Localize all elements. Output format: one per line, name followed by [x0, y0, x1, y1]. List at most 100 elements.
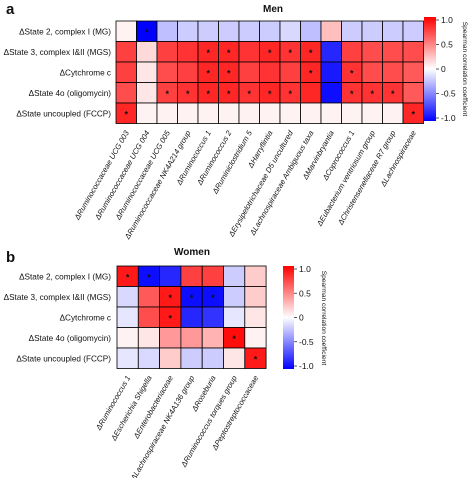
colorbar-tick-label: -1.0	[299, 361, 314, 371]
heatmap-cell	[320, 82, 342, 104]
heatmap-cell	[279, 61, 301, 83]
heatmap-cell	[159, 347, 182, 369]
heatmap-cell	[197, 102, 219, 124]
heatmap-cell	[137, 306, 161, 328]
significance-star: *	[309, 68, 313, 78]
heatmap-cell	[238, 20, 260, 42]
panel-a-heatmap-cells	[115, 20, 424, 124]
significance-star: *	[168, 313, 172, 323]
row-label: ΔState uncoupled (FCCP)	[16, 354, 111, 363]
panel-a-column-labels: ΔRuminococcaceae UCG 003ΔRuminococcaceae…	[72, 128, 418, 241]
significance-star: *	[232, 334, 236, 344]
heatmap-cell	[156, 102, 178, 124]
row-label: ΔState 2, complex I (MG)	[19, 272, 111, 281]
heatmap-cell	[156, 61, 178, 83]
panel-a-row-labels: ΔState 2, complex I (MG) ΔState 3, comple…	[4, 27, 112, 118]
colorbar-tick-label: 0	[441, 64, 446, 74]
heatmap-cell	[116, 347, 139, 369]
significance-star: *	[370, 89, 374, 99]
heatmap-cell	[201, 327, 224, 349]
significance-star: *	[391, 89, 395, 99]
heatmap-cell	[137, 347, 161, 369]
row-label: ΔState 2, complex I (MG)	[19, 27, 111, 36]
significance-star: *	[211, 293, 215, 303]
heatmap-cell	[382, 61, 404, 83]
heatmap-cell	[223, 286, 246, 308]
heatmap-cell	[244, 347, 267, 369]
heatmap-cell	[137, 327, 161, 349]
colorbar-tick-label: -0.5	[441, 89, 456, 99]
heatmap-cell	[402, 102, 424, 124]
significance-star: *	[206, 68, 210, 78]
heatmap-cell	[361, 61, 383, 83]
colorbar-tick-label: 0.5	[441, 40, 453, 50]
heatmap-cell	[341, 20, 363, 42]
heatmap-cell	[238, 41, 260, 63]
heatmap-cell	[115, 20, 137, 42]
significance-star: *	[206, 48, 210, 58]
heatmap-cell	[156, 20, 178, 42]
panel-a: a Men ΔState 2, complex I (MG) ΔState 3, …	[4, 1, 468, 242]
heatmap-cell	[320, 102, 342, 124]
heatmap-cell	[116, 327, 139, 349]
significance-star: *	[168, 293, 172, 303]
significance-star: *	[254, 354, 258, 364]
heatmap-cell	[238, 102, 260, 124]
panel-b-letter: b	[6, 249, 15, 266]
panel-b: b Women ΔState 2, complex I (MG) ΔState 3…	[4, 247, 327, 478]
significance-star: *	[165, 89, 169, 99]
heatmap-cell	[218, 102, 240, 124]
heatmap-cell	[223, 347, 246, 369]
panel-b-colorbar-title: Spearman correlation coefficient	[320, 271, 327, 366]
heatmap-cell	[361, 20, 383, 42]
panel-b-significance-marks: * * * * * * * *	[126, 272, 258, 364]
heatmap-cell	[137, 286, 161, 308]
significance-star: *	[227, 68, 231, 78]
heatmap-cell	[197, 20, 219, 42]
heatmap-cell	[279, 102, 301, 124]
heatmap-cell	[115, 41, 137, 63]
heatmap-cell	[180, 347, 203, 369]
panel-a-colorbar-title: Spearman correlation coefficient	[461, 22, 468, 117]
heatmap-cell	[402, 61, 424, 83]
row-label: ΔState 4o (oligomycin)	[29, 89, 112, 98]
heatmap-cell	[177, 20, 199, 42]
row-label: ΔCytchrome c	[60, 68, 111, 77]
heatmap-cell	[136, 82, 158, 104]
significance-star: *	[411, 109, 415, 119]
heatmap-cell	[320, 61, 342, 83]
heatmap-cell	[402, 41, 424, 63]
significance-star: *	[190, 293, 194, 303]
heatmap-cell	[180, 265, 203, 287]
panel-b-row-labels: ΔState 2, complex I (MG) ΔState 3, comple…	[4, 272, 112, 363]
heatmap-cell	[159, 327, 182, 349]
heatmap-cell	[223, 306, 246, 328]
heatmap-cell	[177, 102, 199, 124]
heatmap-cell	[382, 20, 404, 42]
significance-star: *	[309, 48, 313, 58]
significance-star: *	[268, 89, 272, 99]
significance-star: *	[186, 89, 190, 99]
heatmap-cell	[238, 61, 260, 83]
colorbar-tick-label: 0	[299, 313, 304, 323]
panel-a-title: Men	[263, 4, 283, 15]
colorbar-tick-label: -0.5	[299, 337, 314, 347]
heatmap-cell	[136, 41, 158, 63]
significance-star: *	[247, 89, 251, 99]
heatmap-cell	[259, 61, 281, 83]
significance-star: *	[145, 27, 149, 37]
heatmap-cell	[201, 347, 224, 369]
row-label: ΔState 4o (oligomycin)	[29, 334, 112, 343]
heatmap-cell	[177, 61, 199, 83]
significance-star: *	[206, 89, 210, 99]
significance-star: *	[268, 48, 272, 58]
heatmap-cell	[259, 20, 281, 42]
heatmap-cell	[180, 327, 203, 349]
significance-star: *	[288, 89, 292, 99]
heatmap-cell	[156, 41, 178, 63]
heatmap-cell	[116, 286, 139, 308]
heatmap-cell	[402, 82, 424, 104]
heatmap-cell	[136, 61, 158, 83]
heatmap-cell	[115, 82, 137, 104]
